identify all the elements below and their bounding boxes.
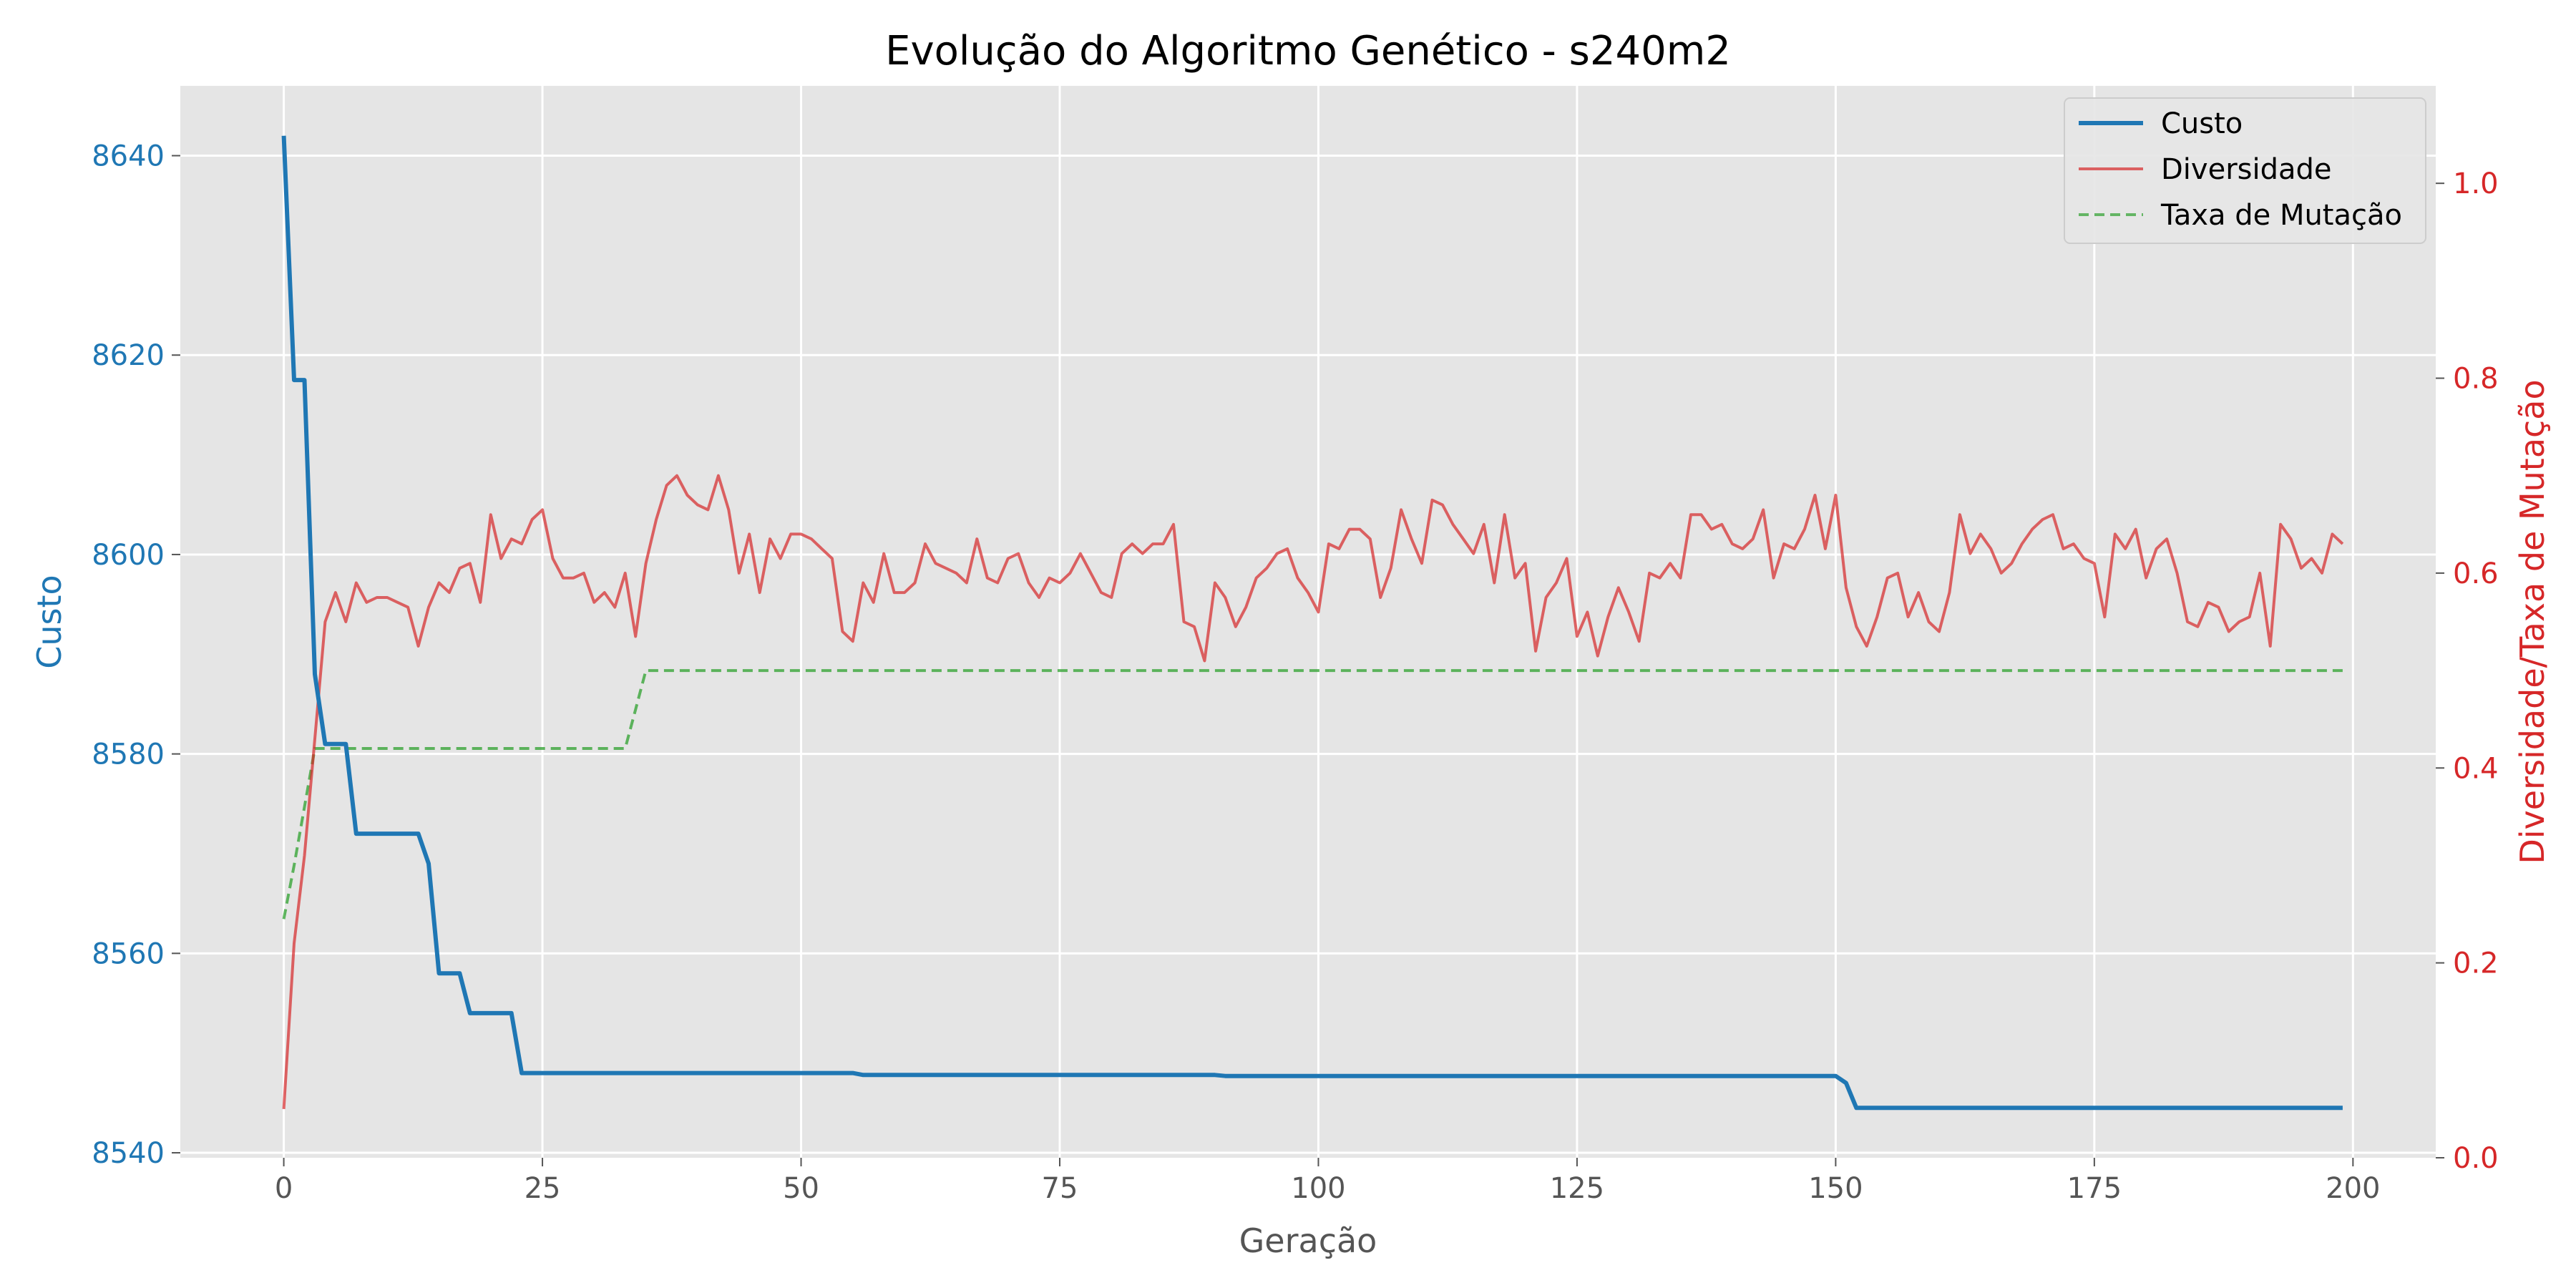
x-tick-label: 0 xyxy=(275,1172,293,1205)
x-tick-label: 50 xyxy=(783,1172,819,1205)
y-left-tick-label: 8540 xyxy=(92,1137,165,1170)
y-left-tick-label: 8620 xyxy=(92,339,165,372)
y-right-tick-label: 0.2 xyxy=(2453,947,2499,980)
diversidade-series-line xyxy=(282,474,2344,1110)
x-axis-label: Geração xyxy=(1239,1221,1377,1260)
grid-lines xyxy=(180,86,2436,1158)
y-right-tick-label: 1.0 xyxy=(2453,167,2499,200)
chart-title: Evolução do Algoritmo Genético - s240m2 xyxy=(885,28,1731,74)
y-right-tick-label: 0.4 xyxy=(2453,752,2499,785)
x-tick-label: 150 xyxy=(1808,1172,1863,1205)
y-left-tick-label: 8640 xyxy=(92,140,165,173)
y-left-tick-label: 8580 xyxy=(92,738,165,771)
x-tick-label: 75 xyxy=(1042,1172,1078,1205)
y-right-tick-label: 0.8 xyxy=(2453,363,2499,396)
x-tick-label: 125 xyxy=(1550,1172,1604,1205)
legend-label-taxa: Taxa de Mutação xyxy=(2160,199,2402,232)
x-tick-label: 200 xyxy=(2326,1172,2380,1205)
y-axis-right: 0.0 0.2 0.4 0.6 0.8 1.0 xyxy=(2436,167,2499,1175)
y-right-tick-label: 0.6 xyxy=(2453,557,2499,590)
taxa-mutacao-series-line xyxy=(282,669,2343,919)
y-left-tick-label: 8600 xyxy=(92,539,165,572)
series-lines xyxy=(281,135,2344,1111)
x-tick-label: 25 xyxy=(525,1172,561,1205)
x-tick-label: 100 xyxy=(1291,1172,1345,1205)
legend-label-custo: Custo xyxy=(2161,107,2243,140)
plot-background xyxy=(180,86,2436,1158)
legend-box xyxy=(2064,97,2426,244)
y-axis-right-label: Diversidade/Taxa de Mutação xyxy=(2513,379,2552,864)
custo-series-line xyxy=(281,135,2343,1111)
y-axis-left: 8540 8560 8580 8600 8620 8640 xyxy=(92,140,180,1170)
y-right-tick-label: 0.0 xyxy=(2453,1142,2499,1175)
y-axis-left-label: Custo xyxy=(30,575,69,668)
x-tick-label: 175 xyxy=(2067,1172,2122,1205)
x-axis: 0 25 50 75 100 125 150 175 200 xyxy=(275,1158,2381,1205)
legend: Custo Diversidade Taxa de Mutação xyxy=(2064,97,2426,244)
legend-label-diversidade: Diversidade xyxy=(2161,153,2332,186)
y-left-tick-label: 8560 xyxy=(92,937,165,970)
